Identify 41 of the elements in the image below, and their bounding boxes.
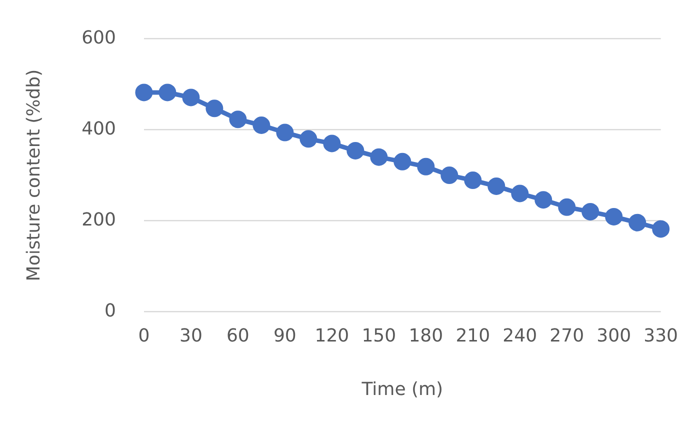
x-tick-label: 60	[226, 325, 250, 346]
point	[605, 208, 623, 226]
x-tick-label: 210	[456, 325, 490, 346]
point	[652, 220, 670, 238]
x-tick-label: 240	[502, 325, 538, 346]
x-tick-label: 150	[362, 325, 396, 346]
y-tick-label: 0	[104, 300, 116, 322]
point	[323, 134, 341, 152]
point	[582, 202, 600, 220]
x-tick-label: 90	[273, 325, 296, 346]
point	[276, 124, 294, 142]
x-tick-label: 120	[314, 325, 350, 346]
point	[417, 158, 435, 176]
point	[252, 116, 270, 134]
point	[206, 100, 224, 118]
x-tick-label: 0	[138, 325, 150, 346]
point	[511, 184, 529, 202]
point	[135, 84, 153, 102]
point	[229, 110, 247, 128]
x-tick-label: 180	[408, 325, 444, 346]
x-tick-label: 300	[596, 325, 632, 346]
point	[440, 166, 458, 184]
point	[346, 142, 364, 160]
x-tick-label: 270	[550, 325, 584, 346]
x-tick-label: 30	[179, 325, 202, 346]
point	[558, 198, 576, 216]
x-tick-label: 330	[644, 325, 678, 346]
point	[628, 214, 646, 232]
point	[158, 84, 176, 102]
y-tick-label: 200	[82, 209, 116, 230]
point	[488, 177, 506, 195]
point	[534, 191, 552, 209]
point	[464, 172, 482, 190]
point	[182, 88, 200, 106]
point	[394, 152, 412, 170]
point	[370, 148, 388, 166]
point	[300, 130, 318, 148]
y-axis-title: Moisture content (%db)	[23, 69, 44, 282]
y-tick-label: 600	[82, 27, 116, 48]
x-axis-title: Time (m)	[360, 378, 444, 400]
y-tick-label: 400	[82, 118, 116, 140]
